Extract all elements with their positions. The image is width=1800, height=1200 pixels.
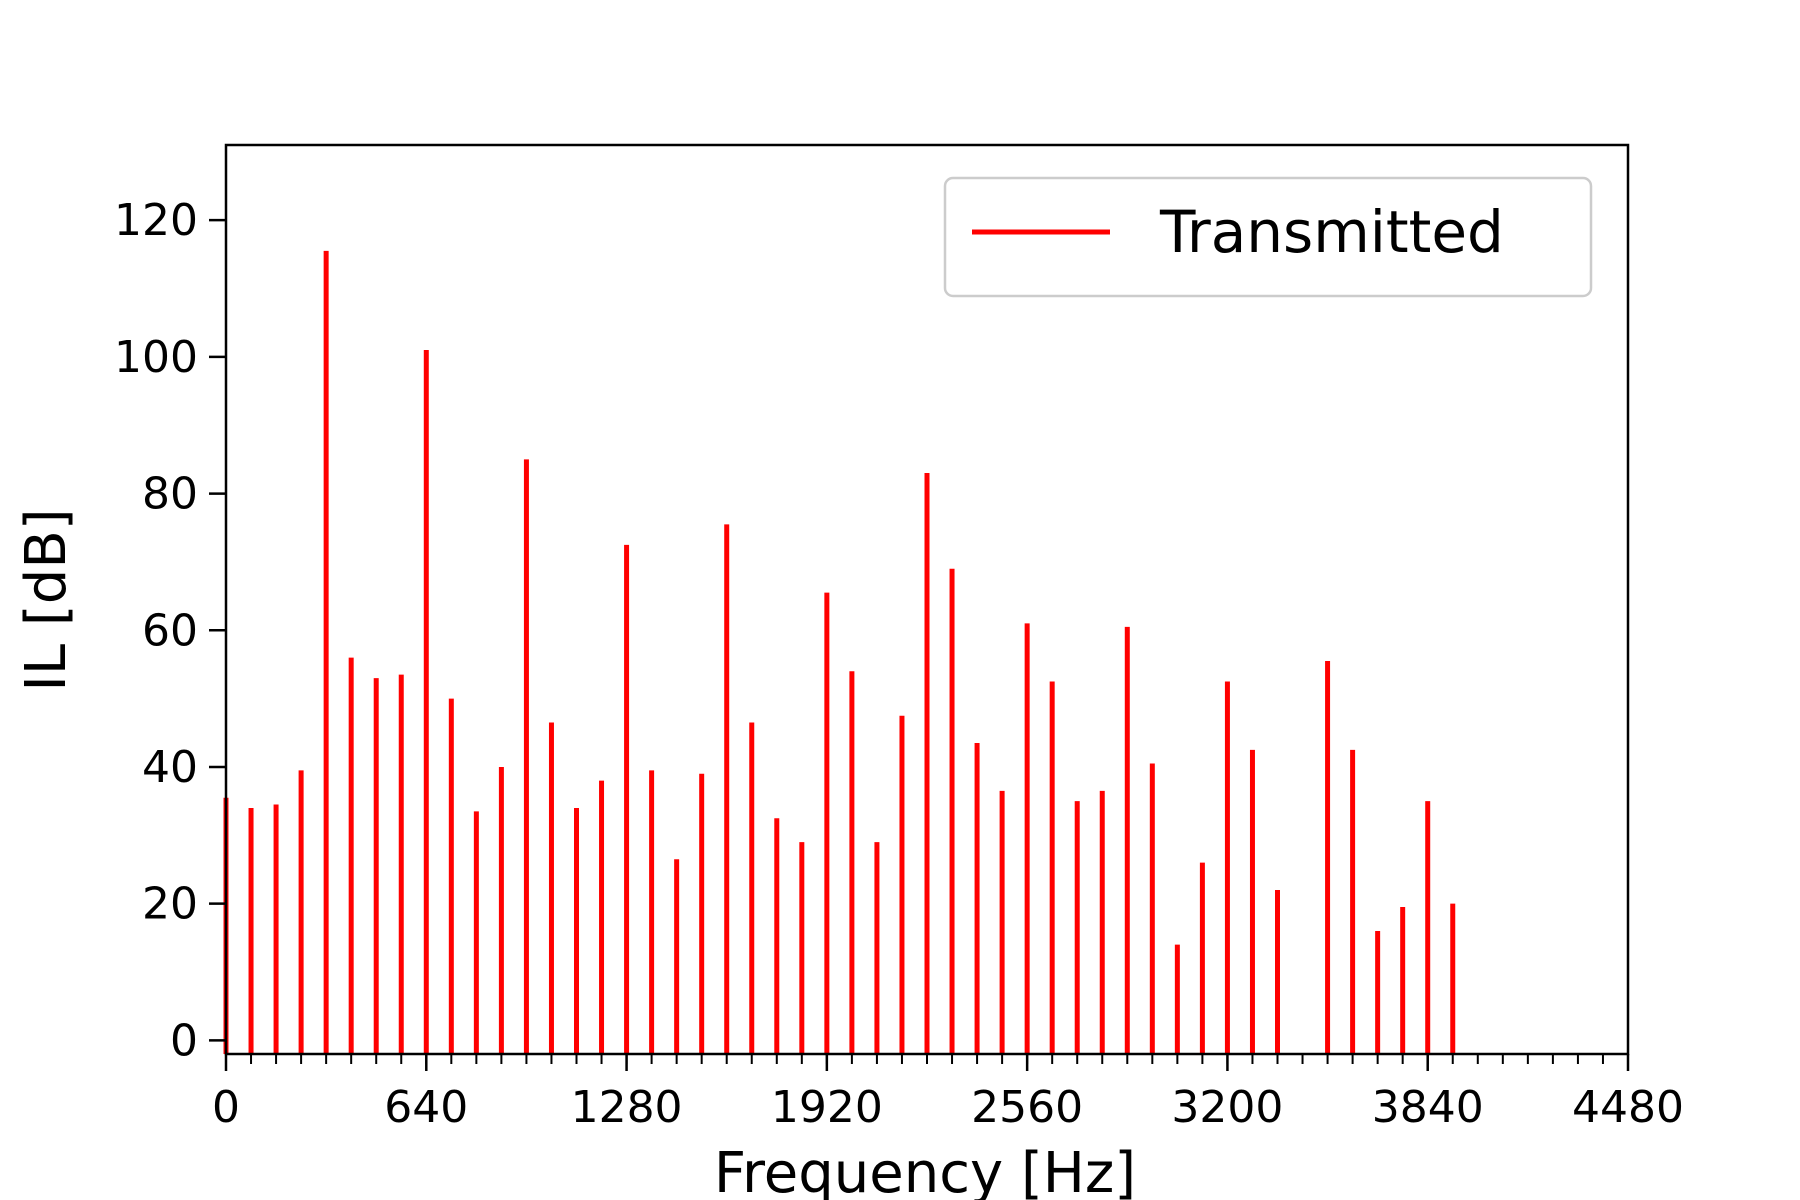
x-tick-label: 4480 [1572,1082,1684,1133]
x-tick-label: 1280 [571,1082,683,1133]
x-tick-label: 2560 [971,1082,1083,1133]
x-axis-label: Frequency [Hz] [714,1141,1136,1200]
x-axis-ticks: 0 640 1280 1920 2560 3200 3840 4480 [212,1054,1684,1133]
legend: Transmitted [943,176,1593,298]
legend-box [943,176,1593,298]
x-tick-label: 1920 [771,1082,883,1133]
y-tick-label: 60 [142,605,198,656]
x-tick-label: 640 [384,1082,468,1133]
y-axis-label: IL [dB] [14,508,79,691]
bar-layer [223,250,1456,1054]
x-tick-label: 0 [212,1082,240,1133]
x-tick-label: 3200 [1171,1082,1283,1133]
legend-label-transmitted: Transmitted [1159,198,1504,266]
plot-frame [224,143,1630,1056]
y-tick-label: 40 [142,742,198,793]
y-axis-ticks: 0 20 40 60 80 100 120 [114,195,226,1066]
y-tick-label: 0 [170,1015,198,1066]
x-tick-label: 3840 [1372,1082,1484,1133]
y-tick-label: 80 [142,469,198,520]
y-tick-label: 100 [114,332,198,383]
y-tick-label: 20 [142,879,198,930]
y-tick-label: 120 [114,195,198,246]
